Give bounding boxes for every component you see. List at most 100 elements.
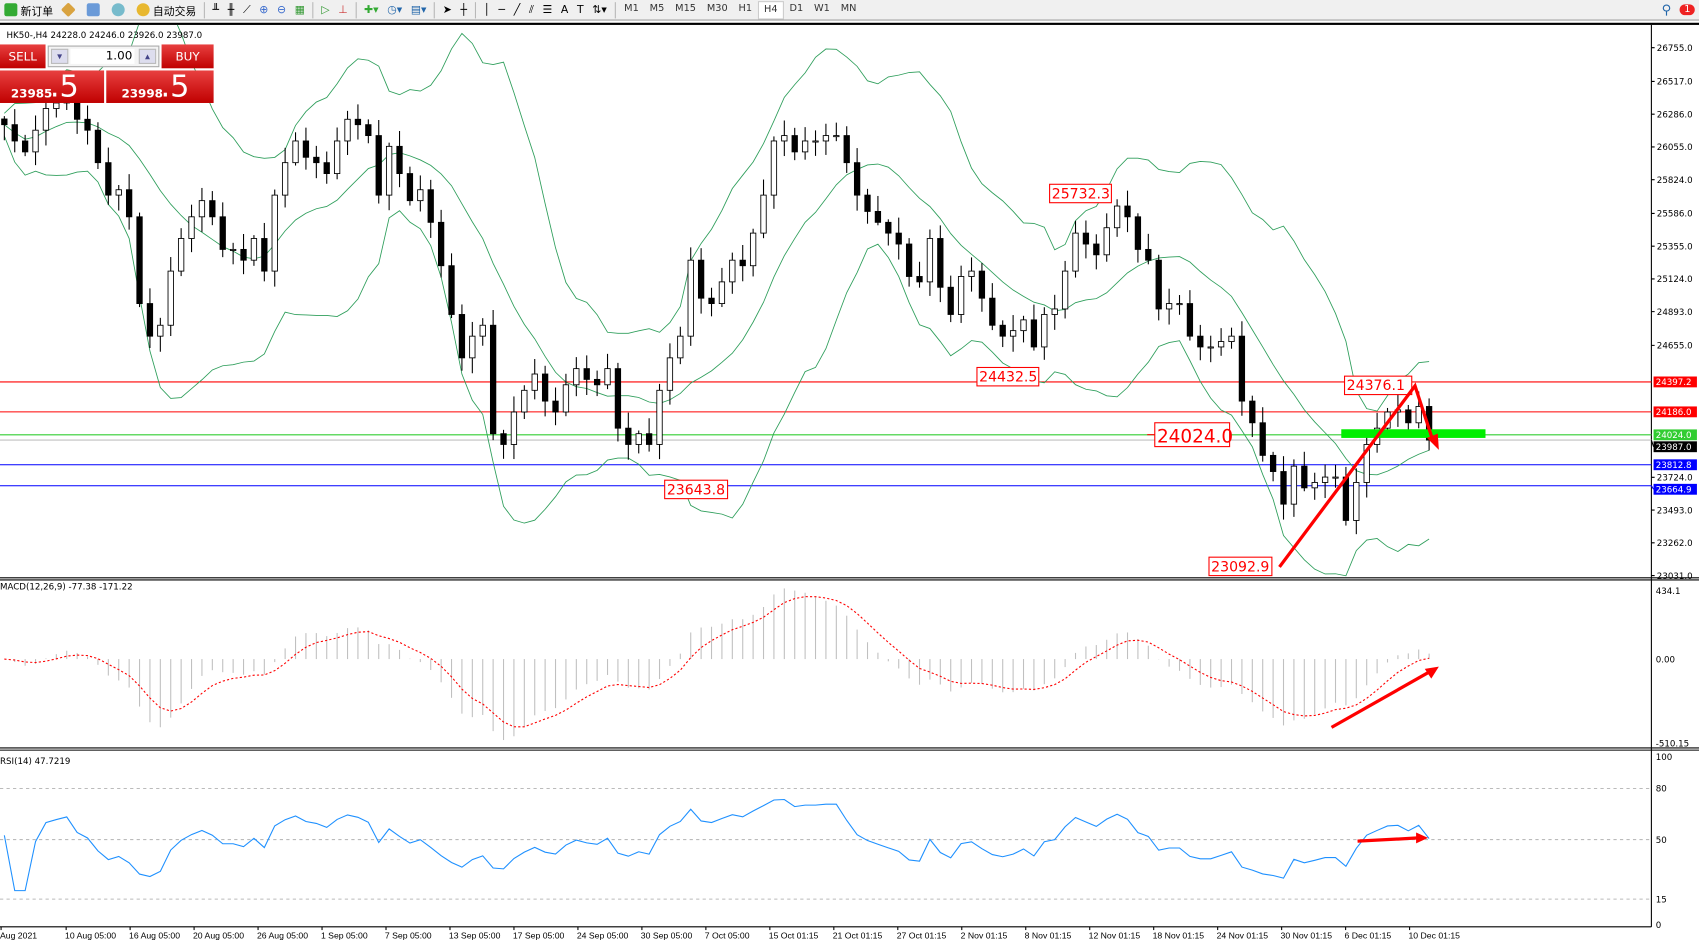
lot-decrease-button[interactable]: ▼ [50, 48, 69, 64]
candle [188, 204, 195, 253]
candle-body [365, 124, 372, 137]
template-icon: ▤▾ [410, 3, 427, 16]
candle-body [271, 194, 278, 272]
chart-canvas[interactable]: 26755.0 26517.0 26286.0 26055.0 25824.0 25586… [0, 24, 1699, 944]
candle-body [1051, 308, 1058, 315]
auto-trading-icon [136, 3, 150, 17]
autoscroll-button[interactable]: ▷ [317, 1, 334, 18]
sell-button[interactable]: SELL [0, 44, 46, 69]
price-line-tag [1653, 406, 1697, 418]
price-label: 26055.0 [1657, 143, 1693, 153]
candle-body [1041, 314, 1048, 348]
candle-body [510, 411, 518, 445]
line-chart-button[interactable]: ⟋ [239, 1, 255, 18]
crosshair-icon: ┼ [460, 3, 468, 16]
buy-button[interactable]: BUY [161, 44, 214, 69]
candle [521, 385, 528, 419]
metaeditor-button[interactable] [57, 1, 82, 18]
candle-chart-button[interactable]: ╫ [223, 1, 238, 18]
timeframe-d1[interactable]: D1 [789, 3, 804, 15]
candle [1363, 437, 1370, 498]
price-line-tag-label: 23987.0 [1656, 443, 1692, 453]
time-label: 30 Nov 01:15 [1281, 931, 1333, 941]
candle-body [115, 189, 122, 196]
notifications-button[interactable]: 1 [1676, 1, 1699, 18]
zoom-out-button[interactable]: ⊖ [273, 1, 291, 18]
horizontal-line-button[interactable]: ─ [494, 1, 509, 18]
bar-chart-button[interactable]: ╨ [208, 1, 223, 18]
annotation-box [1049, 183, 1112, 204]
zoom-in-button[interactable]: ⊕ [255, 1, 273, 18]
price-annotation: 24376.1 [1343, 375, 1413, 396]
timeframe-m30[interactable]: M30 [706, 3, 728, 15]
candle [1134, 213, 1142, 263]
timeframe-h1[interactable]: H1 [738, 3, 753, 15]
text-button[interactable]: A [557, 1, 573, 18]
rsi-trend-arrow [1357, 836, 1419, 843]
macd-axis-label: -510.15 [1656, 739, 1689, 749]
candle-body [916, 276, 923, 283]
price-tag-leader [1650, 485, 1655, 490]
terminal-button[interactable] [82, 1, 107, 18]
tile-windows-button[interactable]: ▦ [290, 1, 309, 18]
cursor-icon: ➤ [442, 3, 452, 16]
signals-button[interactable] [107, 1, 132, 18]
candle [1249, 395, 1256, 438]
templates-button[interactable]: ▤▾ [406, 1, 430, 18]
lot-size-input[interactable]: ▼ 1.00 ▲ [47, 45, 160, 68]
periods-button[interactable]: ◷▾ [383, 1, 407, 18]
arrows-button[interactable]: ⇅▾ [588, 1, 611, 18]
candle [1061, 260, 1069, 319]
crosshair-button[interactable]: ┼ [456, 1, 471, 18]
candle [1176, 295, 1183, 315]
buy-price[interactable]: 23998 .5 [106, 70, 214, 103]
vertical-line-button[interactable]: │ [479, 1, 494, 18]
candle-body [1405, 409, 1412, 424]
chart-shift-button[interactable]: ⊥ [334, 1, 352, 18]
timeframe-mn[interactable]: MN [840, 3, 857, 15]
bar-chart-icon: ╨ [212, 3, 220, 16]
timeframe-m15[interactable]: M15 [675, 3, 696, 15]
trendline-icon: ╱ [513, 3, 521, 16]
trendline-button[interactable]: ╱ [509, 1, 524, 18]
candle-body [219, 216, 226, 250]
lot-increase-button[interactable]: ▲ [138, 48, 157, 64]
timeframe-w1[interactable]: W1 [814, 3, 830, 15]
candle [42, 99, 50, 146]
candle-body [1072, 232, 1079, 272]
candle-body [177, 238, 185, 272]
candle [749, 228, 757, 277]
channel-button[interactable]: ⫽ [525, 1, 539, 18]
candle [781, 120, 788, 157]
candle-body [1363, 444, 1370, 483]
timeframe-m5[interactable]: M5 [649, 3, 665, 15]
candle-body [1155, 259, 1162, 310]
time-label: 20 Aug 05:00 [193, 931, 244, 941]
timeframe-m1[interactable]: M1 [624, 3, 639, 15]
new-order-button[interactable]: 新订单 [0, 1, 57, 18]
annotation-text: 24024.0 [1157, 426, 1233, 447]
candle [489, 309, 497, 441]
rsi-axis-label: 80 [1656, 785, 1667, 795]
chart-window[interactable]: 26755.0 26517.0 26286.0 26055.0 25824.0 25586… [0, 22, 1699, 944]
candle [885, 219, 892, 246]
search-button[interactable]: ⚲ [1657, 1, 1675, 18]
timeframe-h4[interactable]: H4 [757, 0, 785, 19]
candle-body [739, 259, 746, 267]
candle-body [1301, 465, 1308, 489]
arrow-head-icon [1424, 666, 1439, 679]
indicators-button[interactable]: ✚▾ [360, 1, 383, 18]
fibonacci-button[interactable]: ☰ [538, 1, 556, 18]
auto-trading-button[interactable]: 自动交易 [132, 1, 200, 18]
candle-body [833, 135, 840, 138]
candle-body [1280, 471, 1287, 505]
text-label-button[interactable]: T [573, 1, 588, 18]
candle [573, 357, 580, 397]
candle [1353, 468, 1360, 535]
lot-value[interactable]: 1.00 [70, 48, 135, 64]
candle [677, 326, 684, 365]
candle-body [656, 389, 663, 445]
sell-price[interactable]: 23985 .5 [0, 70, 105, 103]
cursor-button[interactable]: ➤ [438, 1, 456, 18]
price-line-tag [1653, 483, 1697, 495]
